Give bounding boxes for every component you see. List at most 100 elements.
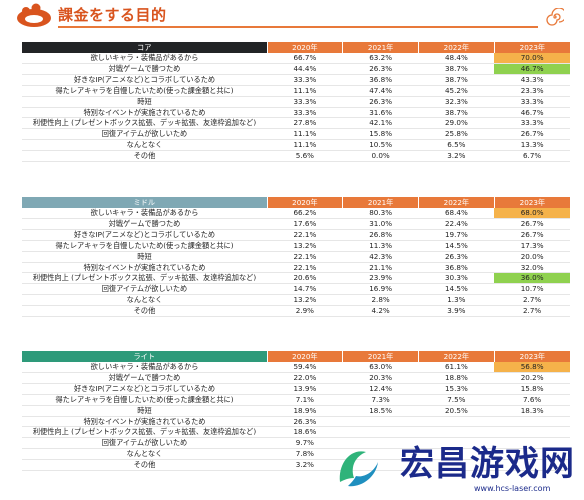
section-label: ミドル	[22, 197, 267, 208]
value-cell: 38.7%	[418, 63, 495, 75]
table-middle: ミドル 2020年 2021年 2022年 2023年 欲しいキャラ・装備品があるから 66…	[22, 197, 570, 318]
table-row: なんとなく 13.2% 2.8% 1.3% 2.7%	[22, 294, 570, 307]
value-cell: 26.7%	[494, 218, 570, 230]
value-cell: 3.2%	[267, 459, 343, 472]
table-row: 回復アイテムが欲しいため 11.1% 15.8% 25.8% 26.7%	[22, 128, 570, 141]
year-header: 2020年	[266, 197, 343, 208]
value-cell: 46.7%	[494, 107, 570, 119]
value-cell	[494, 416, 570, 428]
table-row: 対戦ゲームで勝つため 44.4% 26.3% 38.7% 46.7%	[22, 63, 570, 75]
year-header: 2021年	[342, 42, 419, 53]
value-cell	[342, 459, 419, 472]
value-cell: 0.0%	[342, 150, 419, 163]
table-header-row: ミドル 2020年 2021年 2022年 2023年	[22, 197, 570, 208]
table-row: 回復アイテムが欲しいため 14.7% 16.9% 14.5% 10.7%	[22, 283, 570, 296]
value-cell: 20.5%	[418, 405, 495, 417]
value-cell: 36.8%	[418, 262, 495, 274]
table-row: その他 3.2%	[22, 459, 570, 472]
value-cell: 70.0%	[494, 53, 570, 64]
value-cell: 26.3%	[267, 416, 343, 428]
value-cell	[342, 416, 419, 428]
section-label: コア	[22, 42, 267, 53]
watermark-text: 宏昌游戏网	[400, 444, 575, 484]
logo-icon	[17, 3, 51, 27]
value-cell: 36.8%	[342, 74, 419, 86]
value-cell: 7.6%	[494, 394, 570, 406]
value-cell: 17.6%	[267, 218, 343, 230]
row-label: 特別なイベントが実施されているため	[22, 262, 267, 274]
value-cell: 25.8%	[418, 128, 495, 141]
value-cell: 2.9%	[267, 305, 343, 318]
value-cell	[494, 448, 570, 461]
table-row: 対戦ゲームで勝つため 17.6% 31.0% 22.4% 26.7%	[22, 218, 570, 230]
value-cell: 45.2%	[418, 85, 495, 97]
value-cell	[418, 437, 495, 450]
value-cell: 15.8%	[494, 383, 570, 395]
value-cell: 32.3%	[418, 96, 495, 108]
value-cell: 46.7%	[494, 63, 570, 75]
value-cell: 36.0%	[494, 272, 570, 285]
value-cell: 38.7%	[418, 107, 495, 119]
table-row: その他 5.6% 0.0% 3.2% 6.7%	[22, 150, 570, 163]
table-row: 時短 22.1% 42.3% 26.3% 20.0%	[22, 251, 570, 263]
value-cell: 26.8%	[342, 229, 419, 241]
row-label: 対戦ゲームで勝つため	[22, 63, 267, 75]
value-cell: 7.8%	[267, 448, 343, 461]
watermark-logo-icon	[339, 451, 378, 487]
table-row: 利便性向上 (プレゼントボックス拡張、デッキ拡張、友達枠追加など) 20.6% 23…	[22, 272, 570, 285]
value-cell: 22.1%	[267, 229, 343, 241]
value-cell: 21.1%	[342, 262, 419, 274]
row-label: 利便性向上 (プレゼントボックス拡張、デッキ拡張、友達枠追加など)	[22, 117, 267, 130]
value-cell: 31.6%	[342, 107, 419, 119]
page-title: 課金をする目的	[58, 6, 167, 24]
year-header: 2022年	[418, 351, 495, 362]
value-cell: 32.0%	[494, 262, 570, 274]
row-label: 回復アイテムが欲しいため	[22, 283, 267, 296]
value-cell: 23.9%	[342, 272, 419, 285]
value-cell: 61.1%	[418, 362, 495, 373]
row-label: 欲しいキャラ・装備品があるから	[22, 362, 267, 373]
row-label: その他	[22, 150, 267, 163]
value-cell: 27.8%	[267, 117, 343, 130]
page-header: 課金をする目的	[0, 0, 584, 30]
value-cell: 44.4%	[267, 63, 343, 75]
row-label: 好きなIP(アニメなど)とコラボしているため	[22, 229, 267, 241]
value-cell	[418, 416, 495, 428]
value-cell: 13.3%	[494, 139, 570, 152]
table-row: 利便性向上 (プレゼントボックス拡張、デッキ拡張、友達枠追加など) 27.8% 42…	[22, 117, 570, 130]
value-cell: 6.5%	[418, 139, 495, 152]
value-cell: 9.7%	[267, 437, 343, 450]
row-label: 特別なイベントが実施されているため	[22, 416, 267, 428]
value-cell	[342, 437, 419, 450]
value-cell: 31.0%	[342, 218, 419, 230]
value-cell: 18.9%	[267, 405, 343, 417]
table-row: 得たレアキャラを自慢したいため(使った課金額と共に) 11.1% 47.4% 45.2…	[22, 85, 570, 97]
table-row: 欲しいキャラ・装備品があるから 59.4% 63.0% 61.1% 56.8%	[22, 362, 570, 373]
value-cell	[342, 448, 419, 461]
value-cell: 33.3%	[494, 96, 570, 108]
value-cell	[342, 426, 419, 439]
table-row: 時短 33.3% 26.3% 32.3% 33.3%	[22, 96, 570, 108]
value-cell: 56.8%	[494, 362, 570, 373]
value-cell: 18.3%	[494, 405, 570, 417]
swirl-decoration-icon	[546, 8, 564, 26]
value-cell: 19.7%	[418, 229, 495, 241]
table-row: 得たレアキャラを自慢したいため(使った課金額と共に) 7.1% 7.3% 7.5% 7.…	[22, 394, 570, 406]
row-label: 時短	[22, 405, 267, 417]
row-label: 回復アイテムが欲しいため	[22, 437, 267, 450]
value-cell: 11.1%	[267, 139, 343, 152]
row-label: 得たレアキャラを自慢したいため(使った課金額と共に)	[22, 240, 267, 252]
value-cell	[494, 437, 570, 450]
value-cell: 10.5%	[342, 139, 419, 152]
row-label: なんとなく	[22, 448, 267, 461]
value-cell: 48.4%	[418, 53, 495, 64]
value-cell: 26.7%	[494, 229, 570, 241]
value-cell: 3.9%	[418, 305, 495, 318]
year-header: 2021年	[342, 197, 419, 208]
value-cell: 14.5%	[418, 283, 495, 296]
value-cell: 13.2%	[267, 294, 343, 307]
value-cell	[418, 459, 495, 472]
value-cell: 7.3%	[342, 394, 419, 406]
section-label: ライト	[22, 351, 267, 362]
table-row: 欲しいキャラ・装備品があるから 66.7% 63.2% 48.4% 70.0%	[22, 53, 570, 64]
